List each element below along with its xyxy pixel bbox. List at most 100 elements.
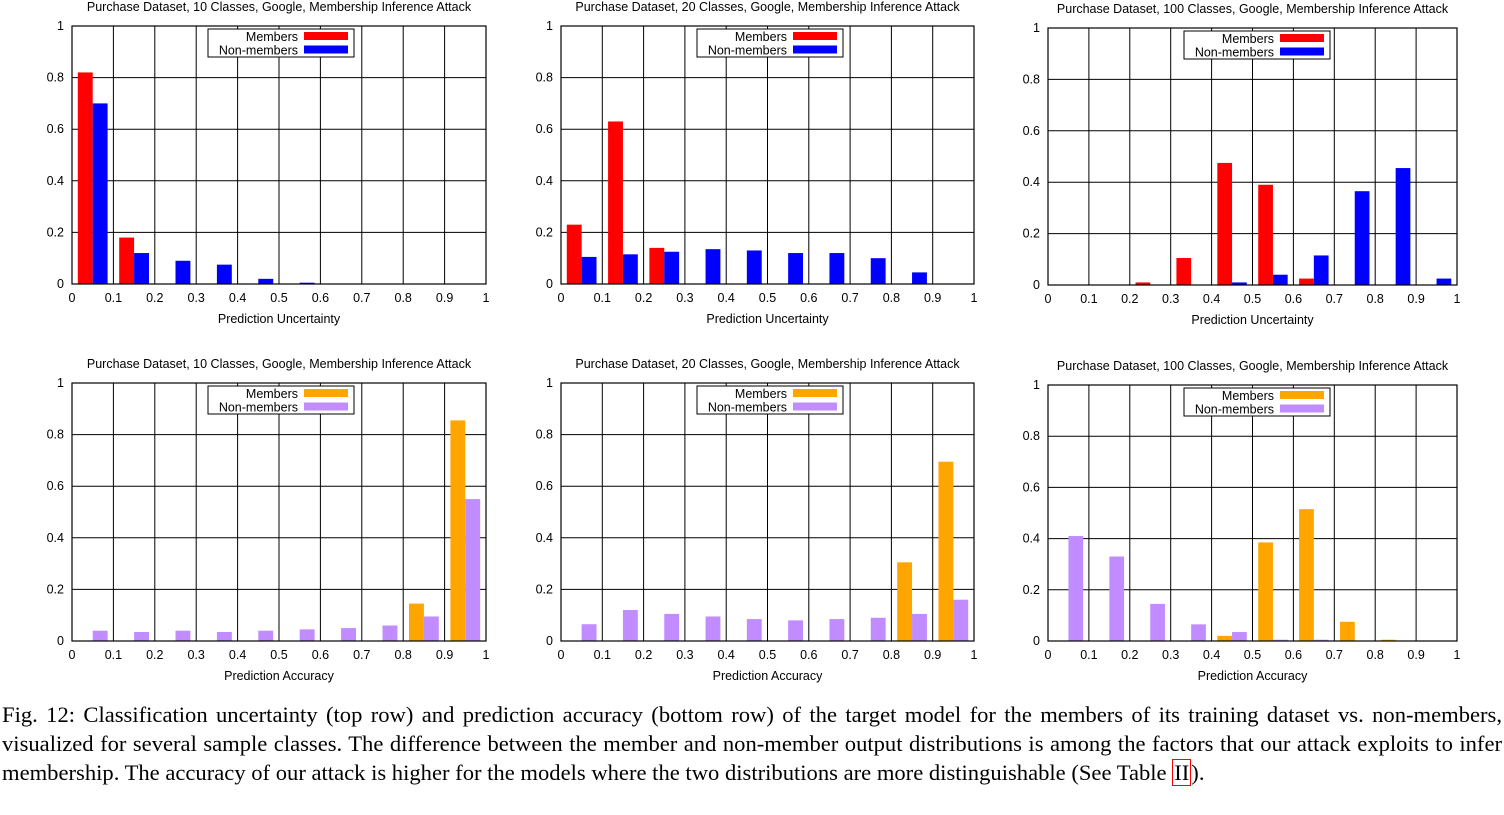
y-tick-label: 0.2 — [1023, 227, 1040, 241]
legend-label: Non-members — [708, 44, 787, 58]
x-tick-label: 0.5 — [270, 291, 287, 305]
bar-non-members — [423, 616, 439, 641]
x-tick-label: 0.9 — [436, 648, 453, 662]
x-tick-label: 0.9 — [436, 291, 453, 305]
bar-non-members — [1436, 278, 1452, 285]
y-tick-label: 0.2 — [536, 582, 553, 596]
plot-frame — [560, 25, 975, 285]
bar-non-members — [92, 103, 108, 285]
bar-non-members — [1232, 632, 1247, 641]
x-tick-label: 0.2 — [146, 291, 163, 305]
y-tick-label: 0.6 — [47, 479, 64, 493]
x-tick-label: 0 — [1045, 648, 1052, 662]
legend-label: Non-members — [1195, 403, 1274, 417]
bar-non-members — [912, 272, 927, 284]
y-tick-label: 0.6 — [47, 122, 64, 136]
x-tick-label: 0.7 — [841, 648, 858, 662]
x-tick-label: 1 — [1454, 292, 1461, 306]
y-tick-label: 0.4 — [536, 174, 553, 188]
bar-members — [1135, 282, 1151, 285]
chart-title: Purchase Dataset, 10 Classes, Google, Me… — [87, 357, 472, 371]
legend-label: Members — [246, 30, 298, 44]
legend-swatch-members — [1280, 34, 1324, 42]
x-tick-label: 0.9 — [924, 291, 941, 305]
bar-non-members — [1313, 255, 1329, 285]
y-tick-label: 0.4 — [1023, 175, 1040, 189]
legend-label: Non-members — [1195, 46, 1274, 60]
bar-members — [897, 562, 913, 641]
y-tick-label: 0.2 — [47, 225, 64, 239]
x-tick-label: 0.4 — [229, 648, 246, 662]
chart-title: Purchase Dataset, 100 Classes, Google, M… — [1057, 359, 1449, 373]
bar-non-members — [465, 499, 481, 641]
y-tick-label: 0.2 — [1023, 583, 1040, 597]
plot-frame — [560, 382, 975, 642]
bar-non-members — [622, 254, 638, 284]
legend-swatch-non-members — [304, 402, 348, 411]
y-tick-label: 1 — [546, 376, 553, 390]
legend-label: Non-members — [219, 401, 298, 415]
y-tick-label: 0.8 — [47, 428, 64, 442]
bar-non-members — [175, 260, 191, 284]
x-tick-label: 0.4 — [1203, 292, 1220, 306]
chart-title: Purchase Dataset, 10 Classes, Google, Me… — [87, 0, 472, 14]
x-tick-label: 1 — [483, 648, 490, 662]
bar-non-members — [870, 258, 886, 284]
legend-label: Members — [1222, 32, 1274, 46]
bar-non-members — [1150, 603, 1165, 641]
bar-non-members — [870, 617, 886, 641]
x-tick-label: 0.8 — [883, 291, 900, 305]
plot-frame — [71, 25, 487, 285]
x-tick-label: 0 — [558, 291, 565, 305]
x-tick-label: 0.8 — [1367, 648, 1384, 662]
x-axis-label: Prediction Uncertainty — [706, 312, 829, 326]
bar-non-members — [746, 619, 762, 641]
caption-text: Classification uncertainty (top row) and… — [2, 702, 1502, 785]
bar-non-members — [622, 610, 638, 641]
y-tick-label: 0.6 — [1023, 124, 1040, 138]
x-tick-label: 0.4 — [229, 291, 246, 305]
y-tick-label: 0.8 — [1023, 429, 1040, 443]
x-tick-label: 1 — [1454, 648, 1461, 662]
bar-non-members — [829, 619, 845, 641]
plot-frame — [1047, 384, 1458, 642]
bar-non-members — [134, 631, 150, 641]
x-tick-label: 1 — [971, 648, 978, 662]
x-axis-label: Prediction Accuracy — [713, 669, 824, 683]
x-axis-label: Prediction Accuracy — [224, 669, 335, 683]
legend-swatch-members — [304, 389, 348, 397]
y-tick-label: 1 — [1033, 21, 1040, 35]
x-axis-label: Prediction Uncertainty — [1191, 313, 1314, 327]
y-tick-label: 0.8 — [536, 428, 553, 442]
bar-non-members — [1272, 639, 1288, 641]
x-tick-label: 0.4 — [718, 648, 735, 662]
chart-panel: 0 0.1 0.2 0.3 0.4 0.5 0.6 0.7 0.8 0.9 1 0 0.2 0.4 0.6 0… — [47, 0, 490, 326]
x-tick-label: 0.2 — [1121, 648, 1138, 662]
x-tick-label: 0.1 — [105, 291, 122, 305]
bar-non-members — [134, 253, 150, 284]
bar-members — [1340, 621, 1355, 641]
y-tick-label: 0.4 — [47, 174, 64, 188]
chart-title: Purchase Dataset, 100 Classes, Google, M… — [1057, 2, 1449, 16]
legend-swatch-members — [1280, 391, 1324, 399]
x-tick-label: 0.6 — [1285, 292, 1302, 306]
y-tick-label: 0 — [1033, 278, 1040, 292]
bar-non-members — [664, 613, 680, 641]
legend-swatch-non-members — [793, 402, 837, 411]
legend-label: Non-members — [219, 44, 298, 58]
bar-non-members — [705, 249, 721, 284]
bar-members — [1258, 184, 1273, 285]
bar-non-members — [953, 599, 969, 641]
bar-members — [1299, 278, 1314, 285]
legend-swatch-non-members — [1280, 404, 1324, 413]
caption-tail: ). — [1191, 760, 1205, 785]
x-tick-label: 0.9 — [1407, 292, 1424, 306]
x-tick-label: 0 — [69, 648, 76, 662]
x-tick-label: 0.3 — [1162, 292, 1179, 306]
x-tick-label: 0.7 — [353, 648, 370, 662]
bar-non-members — [216, 264, 232, 284]
table-reference-link[interactable]: II — [1172, 759, 1192, 786]
